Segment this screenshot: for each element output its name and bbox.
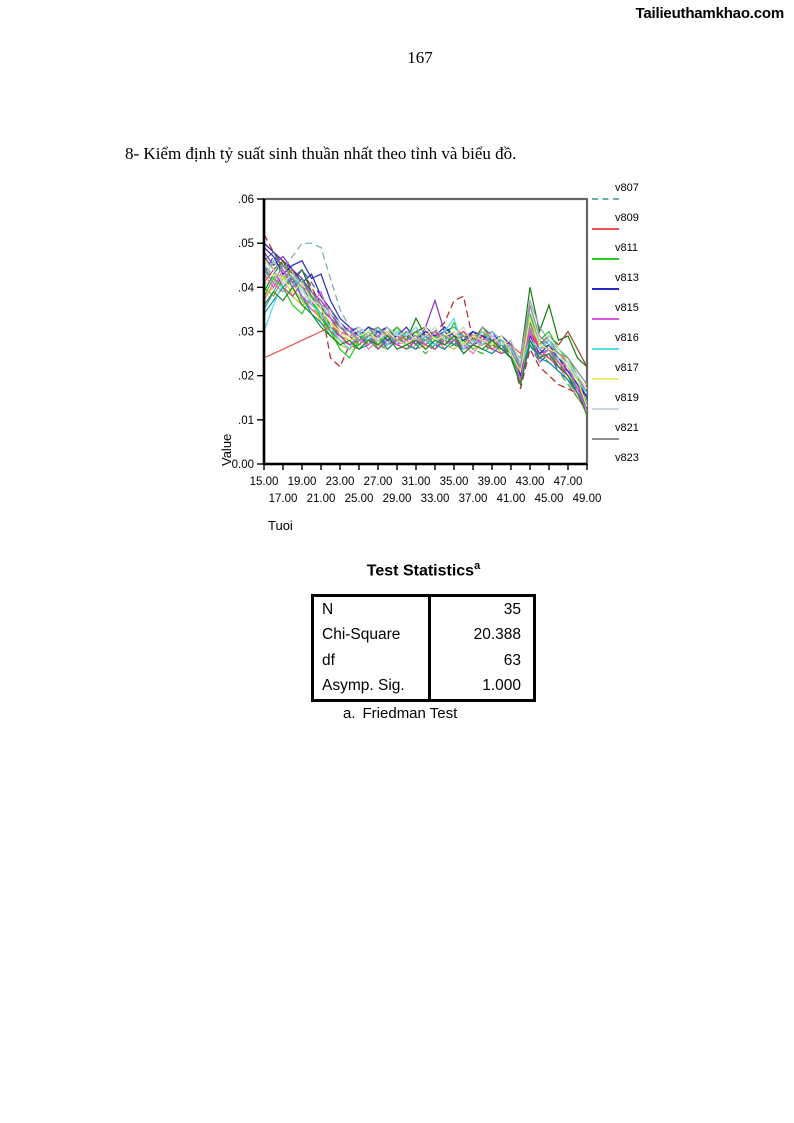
series-line-v817	[263, 273, 588, 407]
legend-swatch	[592, 228, 619, 230]
legend-item-v821: v821	[592, 422, 662, 452]
footnote-text: Friedman Test	[362, 705, 458, 722]
table-row-label: df	[322, 651, 335, 669]
watermark-text: Tailieuthamkhao.com	[635, 5, 785, 22]
y-axis-tick-label: .03	[238, 327, 254, 339]
legend-item-v823: v823	[592, 452, 662, 482]
legend-swatch	[592, 198, 619, 200]
y-axis-tick-label: .06	[238, 194, 254, 206]
table-title: Test Statisticsa	[311, 560, 536, 580]
x-axis-tick-label: 45.00	[535, 493, 564, 505]
x-axis-tick-label: 23.00	[326, 476, 355, 488]
x-axis-tick-label: 21.00	[307, 493, 336, 505]
series-line-v823	[263, 286, 588, 416]
x-axis-tick-label: 31.00	[402, 476, 431, 488]
legend-label: v807	[615, 182, 639, 194]
legend-item-v816: v816	[592, 332, 662, 362]
chart-svg: .06 .05 .04 .03 .02 .01 0.00 15.00 19.00 23.00 27.…	[219, 194, 602, 533]
table-footnote: a. Friedman Test	[343, 705, 457, 722]
table-title-superscript: a	[474, 560, 481, 572]
legend-label: v816	[615, 332, 639, 344]
x-axis-tick-label: 47.00	[554, 476, 583, 488]
legend-swatch	[592, 258, 619, 260]
series-line-unlabeled-0	[263, 242, 588, 399]
x-axis-tick-label: 25.00	[345, 493, 374, 505]
section-heading: 8- Kiểm định tỷ suất sinh thuần nhất the…	[125, 144, 517, 163]
legend-item-v811: v811	[592, 242, 662, 272]
series-line-unlabeled-14	[263, 251, 588, 394]
legend-label: v817	[615, 362, 639, 374]
x-axis-title: Tuoi	[268, 518, 293, 533]
legend-label: v819	[615, 392, 639, 404]
table-row-label: N	[322, 600, 334, 618]
y-axis-tick-label: .05	[238, 238, 254, 250]
y-axis-tick-label: .04	[238, 282, 255, 294]
table-column-divider	[428, 597, 431, 699]
legend-item-v807: v807	[592, 182, 662, 212]
table-row: Asymp. Sig. 1.000	[314, 674, 533, 700]
x-axis-tick-label: 43.00	[516, 476, 545, 488]
table-title-text: Test Statistics	[366, 562, 475, 580]
table-row-value: 20.388	[473, 626, 521, 644]
legend-label: v823	[615, 452, 639, 464]
x-axis-tick-label: 15.00	[250, 476, 279, 488]
legend-item-v819: v819	[592, 392, 662, 422]
table-row-value: 1.000	[482, 677, 521, 695]
legend-swatch	[592, 438, 619, 440]
table-row-value: 35	[503, 600, 521, 618]
chart-legend: v807 v809 v811 v813 v815 v816 v817 v819 v821 v823	[592, 182, 662, 482]
table-row: Chi-Square 20.388	[314, 623, 533, 649]
table-row: df 63	[314, 648, 533, 674]
series-line-v821	[263, 264, 588, 385]
test-statistics-table: N 35 Chi-Square 20.388 df 63 Asymp. Sig.…	[311, 594, 536, 702]
legend-label: v821	[615, 422, 639, 434]
legend-swatch	[592, 378, 619, 380]
x-axis-tick-label: 33.00	[421, 493, 450, 505]
series-line-v815	[263, 268, 588, 412]
x-axis-tick-label: 19.00	[288, 476, 317, 488]
legend-label: v815	[615, 302, 639, 314]
legend-item-v817: v817	[592, 362, 662, 392]
legend-item-v813: v813	[592, 272, 662, 302]
table-row-label: Chi-Square	[322, 626, 401, 644]
y-axis-title: Value	[219, 434, 234, 466]
x-axis-tick-label: 35.00	[440, 476, 469, 488]
series-line-v819	[263, 260, 588, 390]
legend-label: v809	[615, 212, 639, 224]
y-axis-tick-label: 0.00	[232, 459, 254, 471]
y-axis-tick-label: .01	[238, 415, 254, 427]
footnote-marker: a.	[343, 705, 356, 722]
x-axis-tick-label: 37.00	[459, 493, 488, 505]
legend-item-v815: v815	[592, 302, 662, 332]
x-axis-tick-label: 41.00	[497, 493, 526, 505]
series-line-unlabeled-1	[263, 234, 588, 407]
x-axis-tick-label: 49.00	[573, 493, 602, 505]
table-row: N 35	[314, 597, 533, 623]
x-axis-tick-label: 17.00	[269, 493, 298, 505]
x-axis-tick-label: 39.00	[478, 476, 507, 488]
y-axis-tick-label: .02	[238, 371, 254, 383]
series-line-unlabeled-9	[263, 264, 588, 385]
x-axis-tick-label: 29.00	[383, 493, 412, 505]
table-row-value: 63	[503, 651, 521, 669]
legend-label: v813	[615, 272, 639, 284]
legend-swatch	[592, 348, 619, 350]
legend-swatch	[592, 288, 619, 290]
legend-label: v811	[615, 242, 639, 254]
legend-swatch	[592, 318, 619, 320]
x-axis-tick-label: 27.00	[364, 476, 393, 488]
legend-item-v809: v809	[592, 212, 662, 242]
page-number: 167	[407, 48, 433, 67]
table-row-label: Asymp. Sig.	[322, 677, 405, 695]
legend-swatch	[592, 408, 619, 410]
